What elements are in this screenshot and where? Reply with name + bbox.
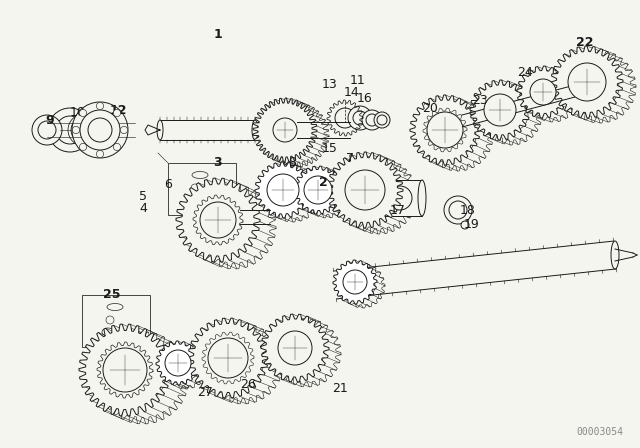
Circle shape (103, 348, 147, 392)
Text: 11: 11 (350, 73, 366, 86)
Text: 20: 20 (422, 102, 438, 115)
Text: 3: 3 (214, 156, 222, 169)
Text: 10: 10 (70, 107, 86, 120)
Circle shape (568, 63, 606, 101)
Circle shape (113, 143, 120, 151)
Text: 17: 17 (390, 203, 406, 216)
Circle shape (335, 108, 355, 128)
Circle shape (72, 102, 128, 158)
Bar (378, 180, 422, 216)
Polygon shape (253, 98, 317, 162)
Circle shape (530, 79, 556, 105)
Text: 12: 12 (109, 103, 127, 116)
Text: 22: 22 (576, 35, 594, 48)
Polygon shape (470, 80, 530, 140)
Circle shape (273, 118, 297, 142)
Polygon shape (517, 66, 569, 118)
Circle shape (208, 338, 248, 378)
Text: 24: 24 (517, 65, 533, 78)
Text: 15: 15 (322, 142, 338, 155)
Circle shape (444, 196, 472, 224)
Text: 00003054: 00003054 (577, 427, 623, 437)
Circle shape (72, 126, 79, 134)
Circle shape (377, 115, 387, 125)
Ellipse shape (102, 328, 114, 336)
Text: 5: 5 (139, 190, 147, 203)
Circle shape (200, 202, 236, 238)
Circle shape (113, 109, 120, 116)
Circle shape (345, 170, 385, 210)
Circle shape (97, 103, 104, 110)
Circle shape (120, 126, 127, 134)
Circle shape (304, 176, 332, 204)
Polygon shape (551, 46, 623, 118)
Circle shape (71, 117, 97, 143)
Text: 19: 19 (464, 219, 480, 232)
Ellipse shape (187, 196, 199, 204)
Circle shape (366, 114, 378, 126)
Circle shape (79, 143, 86, 151)
Ellipse shape (611, 241, 619, 269)
Circle shape (32, 115, 62, 145)
Circle shape (267, 174, 299, 206)
Circle shape (48, 108, 92, 152)
Text: 23: 23 (472, 94, 488, 107)
Text: 16: 16 (357, 91, 373, 104)
Polygon shape (410, 95, 480, 165)
Text: 4: 4 (139, 202, 147, 215)
Text: 8: 8 (288, 156, 296, 169)
Bar (253, 122, 268, 138)
Circle shape (79, 109, 86, 116)
Circle shape (68, 114, 100, 146)
Circle shape (484, 94, 516, 126)
Circle shape (106, 316, 114, 324)
Circle shape (56, 116, 84, 144)
Text: 21: 21 (332, 382, 348, 395)
Text: 7: 7 (346, 151, 354, 164)
Ellipse shape (374, 180, 382, 216)
Circle shape (362, 110, 382, 130)
Circle shape (353, 111, 367, 125)
Text: 1: 1 (214, 29, 222, 42)
Polygon shape (294, 166, 342, 214)
Polygon shape (333, 260, 377, 304)
Circle shape (461, 221, 469, 229)
Text: 6: 6 (164, 178, 172, 191)
Text: 13: 13 (322, 78, 338, 91)
Ellipse shape (107, 303, 123, 310)
Text: 18: 18 (460, 203, 476, 216)
Circle shape (97, 151, 104, 158)
Text: 25: 25 (103, 289, 121, 302)
Circle shape (88, 118, 112, 142)
Polygon shape (176, 178, 260, 262)
Polygon shape (79, 324, 171, 416)
Text: 27: 27 (197, 387, 213, 400)
Circle shape (343, 270, 367, 294)
Circle shape (278, 331, 312, 365)
Circle shape (427, 112, 463, 148)
Ellipse shape (418, 180, 426, 216)
Polygon shape (327, 152, 403, 228)
Ellipse shape (157, 120, 163, 140)
Text: 2: 2 (319, 177, 328, 190)
Circle shape (191, 184, 199, 192)
Polygon shape (255, 162, 311, 218)
Bar (82, 295, 150, 347)
Circle shape (80, 110, 120, 150)
Circle shape (38, 121, 56, 139)
Text: 14: 14 (344, 86, 360, 99)
Circle shape (165, 350, 191, 376)
Text: 9: 9 (45, 113, 54, 126)
Circle shape (388, 186, 412, 210)
Ellipse shape (252, 120, 258, 140)
Bar (168, 163, 236, 215)
Ellipse shape (192, 172, 208, 178)
Circle shape (449, 201, 467, 219)
Polygon shape (261, 314, 329, 382)
Text: 26: 26 (240, 379, 256, 392)
Circle shape (348, 106, 372, 130)
Polygon shape (188, 318, 268, 398)
Polygon shape (156, 341, 200, 385)
Circle shape (374, 112, 390, 128)
